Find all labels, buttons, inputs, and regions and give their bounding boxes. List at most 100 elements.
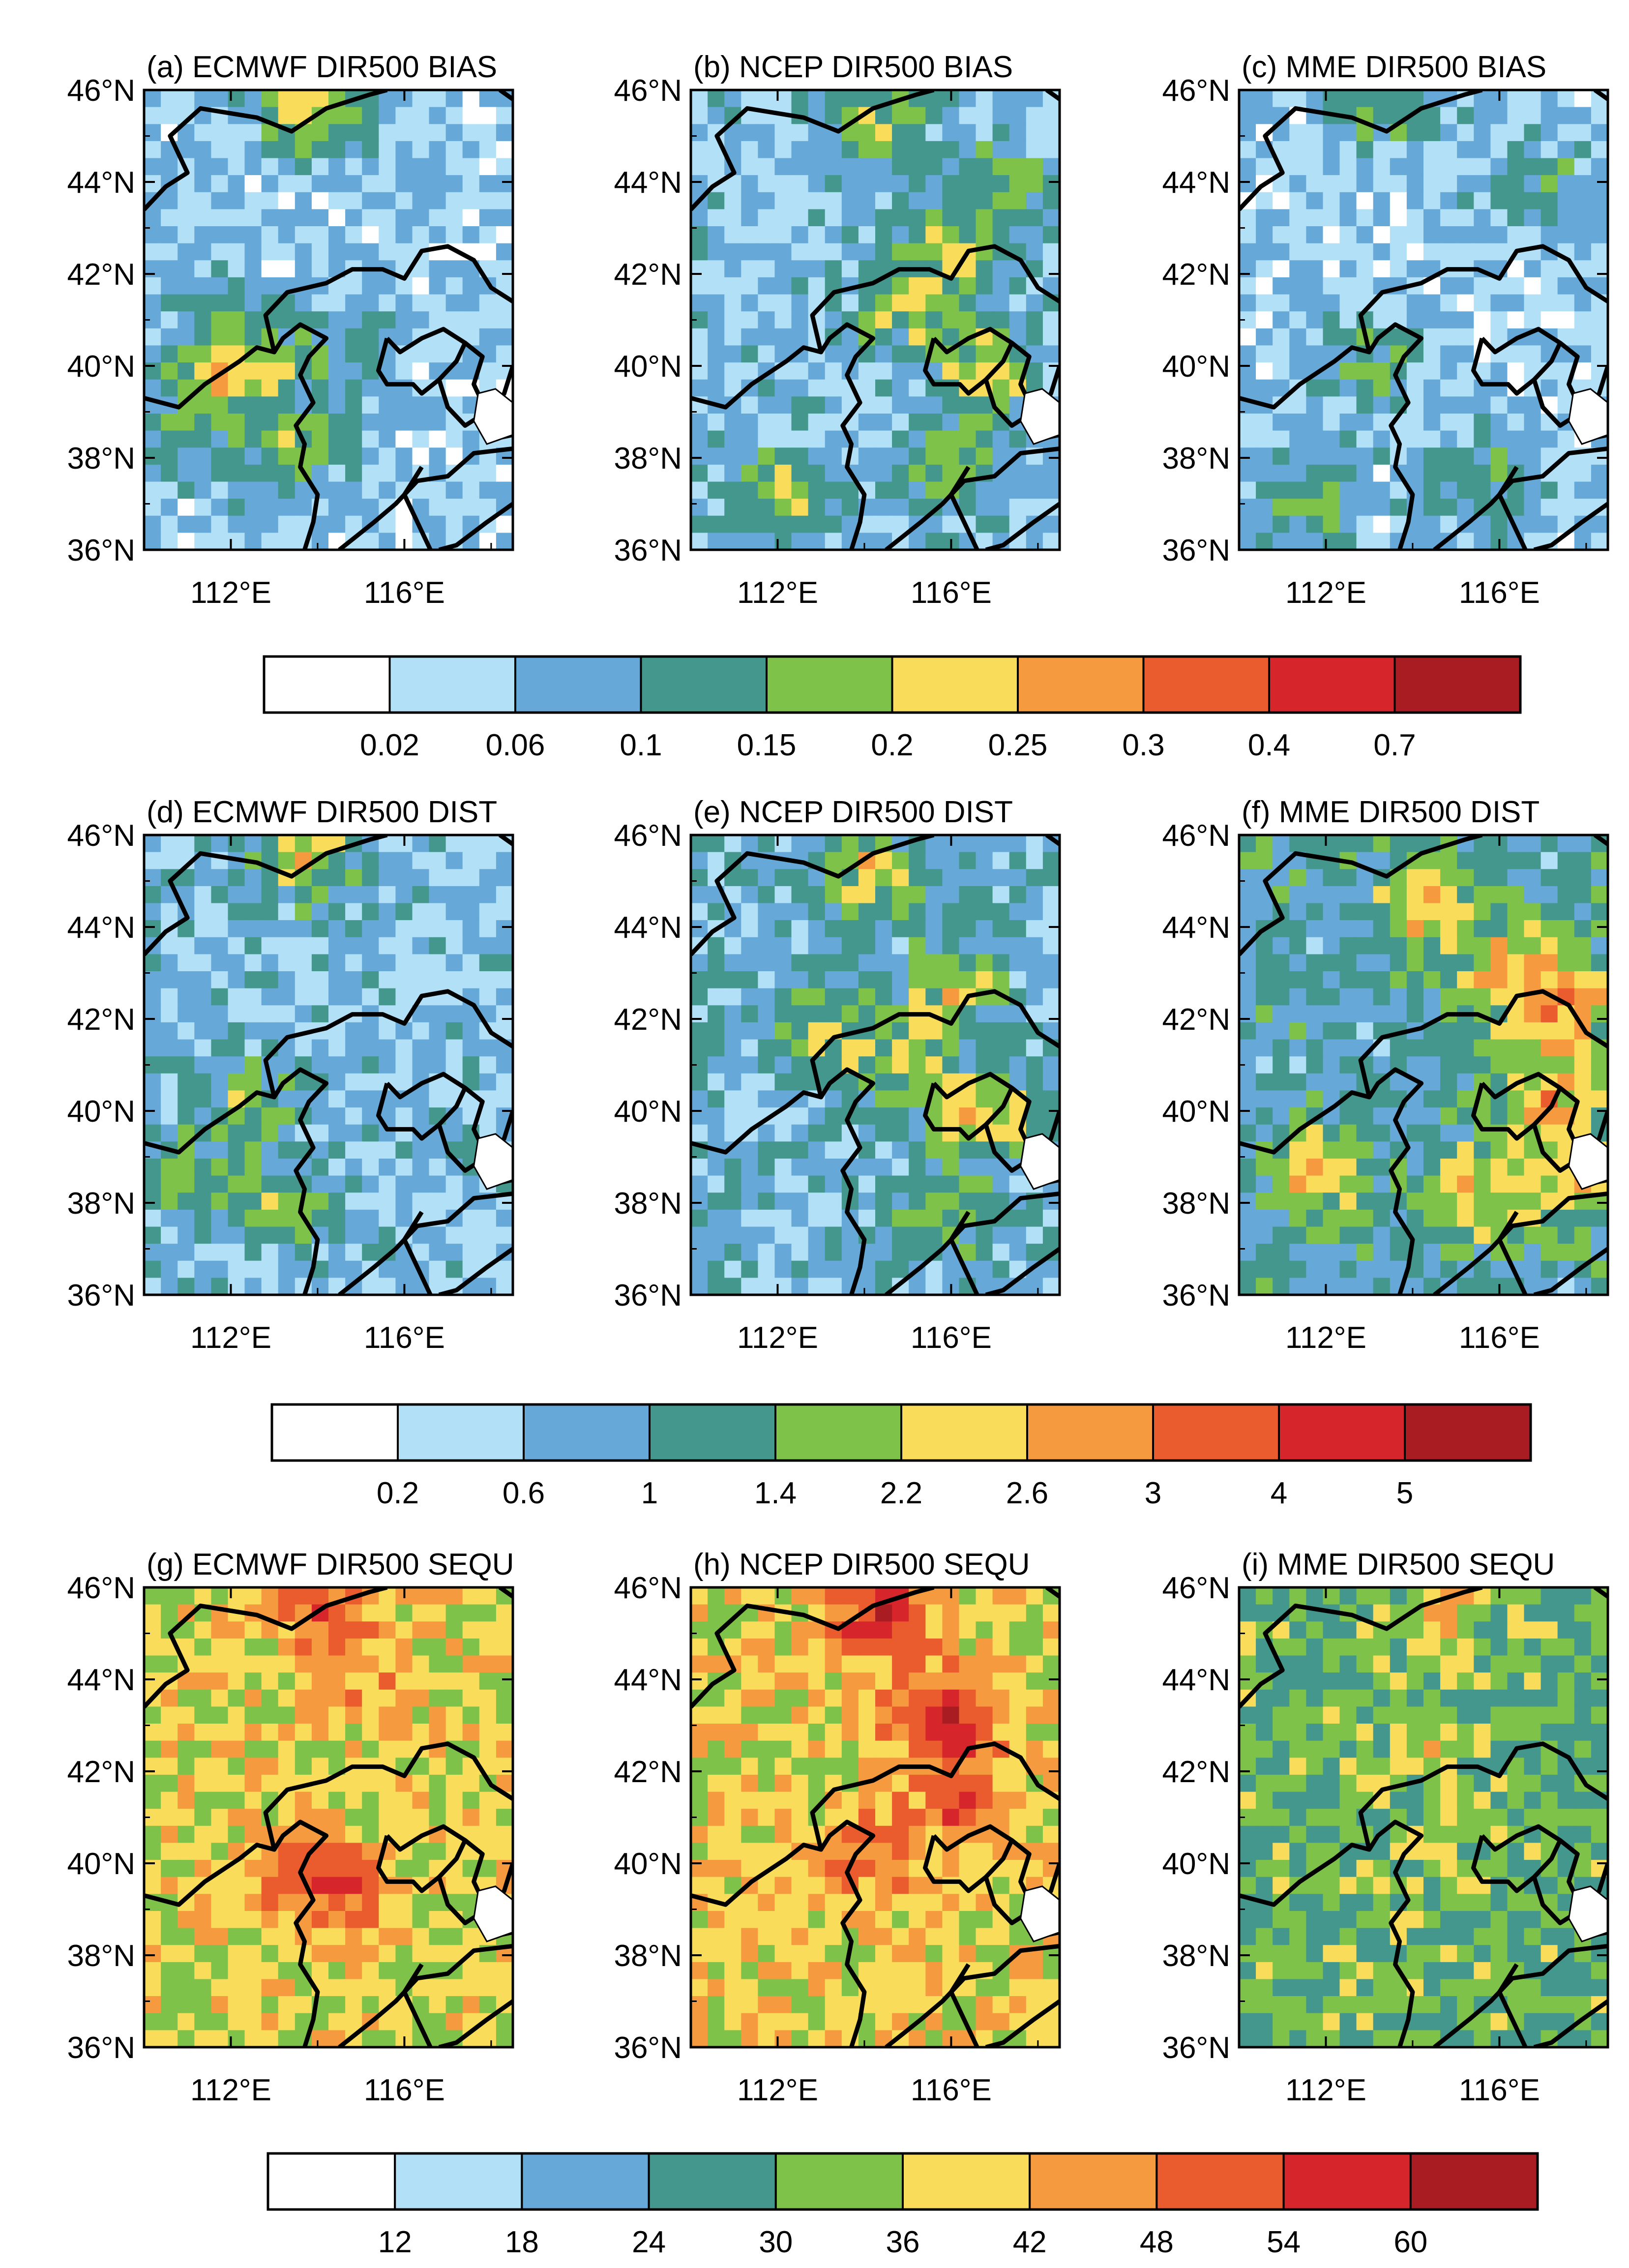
- contour-cell: [808, 1860, 826, 1878]
- contour-cell: [1323, 988, 1340, 1006]
- contour-cell: [1256, 345, 1274, 363]
- contour-cell: [328, 1962, 346, 1980]
- coastline: [473, 388, 513, 445]
- contour-cell: [1524, 1005, 1541, 1023]
- contour-cell: [925, 988, 943, 1006]
- contour-cell: [741, 1141, 759, 1160]
- contour-cell: [144, 1159, 162, 1176]
- contour-cell: [1239, 499, 1257, 516]
- contour-cell: [1457, 1039, 1475, 1057]
- contour-cell: [858, 1107, 876, 1125]
- contour-cell: [261, 1740, 279, 1759]
- contour-cell: [1289, 988, 1307, 1006]
- contour-field-c: [1239, 90, 1608, 550]
- contour-cell: [858, 1621, 876, 1640]
- contour-cell: [1591, 1260, 1608, 1279]
- contour-cell: [1339, 158, 1357, 176]
- contour-cell: [445, 260, 463, 278]
- contour-cell: [1474, 481, 1491, 500]
- contour-cell: [345, 1860, 363, 1878]
- contour-cell: [1557, 158, 1575, 176]
- province-boundary: [144, 1067, 329, 1295]
- contour-cell: [959, 1587, 977, 1605]
- contour-cell: [429, 1706, 446, 1725]
- contour-cell: [741, 414, 759, 431]
- contour-cell: [774, 158, 792, 176]
- contour-cell: [1356, 1175, 1374, 1194]
- province-boundary: [1533, 502, 1608, 550]
- contour-cell: [479, 2030, 497, 2047]
- contour-cell: [479, 971, 497, 989]
- contour-cell: [1390, 1244, 1408, 1261]
- contour-cell: [959, 886, 977, 904]
- contour-cell: [1574, 209, 1592, 227]
- contour-cell: [462, 1056, 480, 1074]
- contour-cell: [1239, 1073, 1257, 1091]
- contour-cell: [1042, 243, 1060, 261]
- panel-title-g: (g) ECMWF DIR500 SEQU: [147, 1548, 514, 1582]
- contour-cell: [774, 1056, 792, 1074]
- contour-cell: [708, 158, 725, 176]
- contour-cell: [379, 226, 396, 244]
- contour-cell: [858, 226, 876, 244]
- contour-cell: [841, 954, 859, 972]
- contour-cell: [278, 209, 296, 227]
- contour-cell: [758, 1945, 775, 1963]
- contour-cell: [311, 1107, 329, 1125]
- contour-cell: [244, 1791, 262, 1810]
- contour-cell: [691, 1090, 709, 1108]
- contour-cell: [976, 414, 993, 431]
- contour-cell: [1423, 1039, 1441, 1057]
- contour-cell: [178, 209, 195, 227]
- contour-cell: [1440, 124, 1458, 142]
- contour-cell: [1474, 937, 1491, 955]
- contour-cell: [959, 1774, 977, 1792]
- contour-cell: [1323, 954, 1340, 972]
- contour-cell: [1356, 954, 1374, 972]
- contour-cell: [1356, 1159, 1374, 1176]
- contour-cell: [858, 1655, 876, 1673]
- contour-cell: [858, 1740, 876, 1759]
- contour-cell: [244, 920, 262, 938]
- contour-cell: [724, 1193, 742, 1210]
- contour-cell: [808, 226, 826, 244]
- contour-cell: [412, 1911, 430, 1929]
- contour-cell: [178, 1260, 195, 1279]
- contour-cell: [362, 533, 380, 550]
- contour-cell: [261, 1655, 279, 1673]
- contour-cell: [791, 1877, 809, 1895]
- contour-cell: [791, 1141, 809, 1160]
- contour-cell: [1289, 328, 1307, 346]
- contour-cell: [462, 158, 480, 176]
- contour-cell: [875, 1124, 893, 1142]
- contour-cell: [1507, 345, 1525, 363]
- contour-cell: [445, 192, 463, 210]
- province-boundary: [263, 1741, 513, 1850]
- contour-cell: [1339, 1226, 1357, 1245]
- contour-cell: [244, 1260, 262, 1279]
- contour-cell: [144, 243, 162, 261]
- contour-cell: [161, 294, 178, 312]
- contour-cell: [992, 311, 1010, 329]
- contour-cell: [278, 515, 296, 534]
- contour-cell: [1289, 192, 1307, 210]
- contour-cell: [1042, 464, 1060, 482]
- contour-cell: [479, 243, 497, 261]
- contour-cell: [462, 277, 480, 295]
- contour-cell: [1490, 920, 1508, 938]
- contour-cell: [1423, 1124, 1441, 1142]
- contour-cell: [379, 209, 396, 227]
- contour-cell: [1306, 1175, 1324, 1194]
- contour-cell: [295, 1587, 313, 1605]
- contour-cell: [178, 1587, 195, 1605]
- contour-cell: [925, 1809, 943, 1826]
- contour-cell: [178, 328, 195, 346]
- contour-cell: [1507, 971, 1525, 989]
- contour-cell: [445, 107, 463, 125]
- contour-cell: [244, 1039, 262, 1057]
- contour-cell: [395, 226, 413, 244]
- contour-cell: [1540, 515, 1558, 534]
- contour-cell: [462, 971, 480, 989]
- contour-cell: [278, 1758, 296, 1776]
- contour-cell: [758, 209, 775, 227]
